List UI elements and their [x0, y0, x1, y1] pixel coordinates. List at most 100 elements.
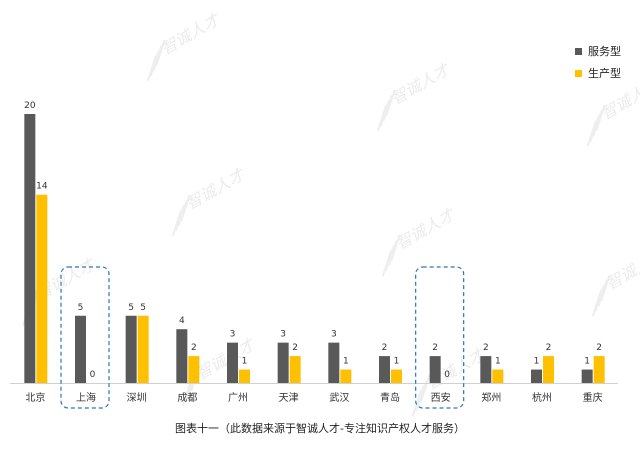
watermark-text: 智诚人才 [388, 59, 455, 108]
category-label: 西安 [431, 391, 451, 404]
bar-service [125, 315, 137, 383]
watermark-stroke [376, 105, 388, 132]
data-label: 0 [90, 370, 96, 380]
watermark-stroke [174, 205, 185, 232]
watermark-stroke [379, 100, 390, 127]
data-label: 5 [78, 303, 84, 313]
highlight-box [415, 266, 465, 409]
watermark-stroke [171, 210, 183, 237]
bar-production [492, 369, 504, 383]
watermark-stroke [597, 280, 608, 307]
category-label: 郑州 [481, 391, 501, 404]
watermark-stroke [385, 89, 396, 117]
data-label: 1 [495, 357, 501, 367]
watermark-stroke [600, 274, 611, 302]
watermark-stroke [146, 55, 158, 82]
watermark-stroke [420, 374, 431, 402]
watermark: 智诚人才 [21, 254, 99, 327]
highlight-box [60, 266, 110, 409]
bar-production [543, 356, 554, 383]
data-label: 1 [242, 357, 248, 367]
category-label: 杭州 [532, 391, 552, 404]
bar-production [340, 369, 352, 383]
watermark: 智诚人才 [411, 344, 489, 417]
data-label: 1 [534, 357, 540, 367]
chart-caption: 图表十一（此数据来源于智诚人才-专注知识产权人才服务） [175, 422, 465, 435]
legend: 服务型 生产型 [575, 40, 621, 84]
watermark: 智诚人才 [146, 9, 225, 82]
bar-service [277, 342, 289, 383]
bar-production [137, 315, 149, 383]
data-label: 1 [584, 357, 590, 367]
category-label: 成都 [177, 392, 197, 404]
watermark-stroke [414, 385, 425, 412]
category-labels-layer: 北京 上海 深圳 成都 广州 天津 武汉 青岛 西安 郑州 杭州 重庆 [25, 391, 602, 404]
bar-service [328, 342, 340, 383]
bar-service [480, 356, 492, 383]
data-label: 2 [546, 343, 552, 353]
category-label: 上海 [76, 391, 96, 404]
watermark: 智诚人才 [591, 244, 640, 317]
watermark: 智诚人才 [171, 164, 249, 237]
watermark-stroke [387, 240, 398, 267]
legend-swatch-production [575, 69, 582, 77]
category-label: 北京 [25, 391, 45, 404]
watermark-stroke [152, 45, 163, 72]
watermark-stroke [181, 380, 193, 407]
data-label: 0 [444, 370, 450, 380]
watermark-stroke [381, 250, 393, 277]
data-label: 2 [483, 343, 489, 353]
bars-layer [24, 114, 605, 383]
bar-service [75, 315, 86, 383]
data-label: 2 [382, 343, 388, 353]
legend-swatch-service [575, 47, 582, 55]
watermark-stroke [384, 245, 395, 272]
watermark-stroke [411, 390, 423, 417]
bar-production [239, 369, 250, 383]
watermark-text: 智诚人才 [158, 9, 225, 58]
bar-service [379, 356, 390, 383]
watermark-text: 智诚人才 [393, 204, 460, 253]
watermark-stroke [592, 110, 603, 137]
watermark-stroke [155, 39, 166, 67]
data-label: 20 [24, 101, 36, 111]
data-label: 3 [230, 330, 236, 340]
legend-item-production: 生产型 [575, 62, 621, 84]
watermark-stroke [586, 120, 598, 147]
watermark-stroke [149, 50, 160, 77]
watermark-stroke [417, 380, 428, 407]
data-label: 1 [394, 357, 400, 367]
legend-label-production: 生产型 [588, 67, 621, 80]
bar-service [531, 369, 542, 383]
watermark-stroke [382, 95, 393, 122]
bar-production [289, 356, 301, 383]
data-label: 14 [36, 182, 48, 192]
watermark: 智诚人才 [586, 74, 640, 147]
bar-service [581, 369, 593, 383]
watermark-text: 智诚人才 [603, 244, 640, 293]
data-label: 2 [292, 343, 298, 353]
data-label: 1 [343, 357, 349, 367]
bar-service [24, 114, 36, 383]
category-label: 重庆 [583, 391, 603, 404]
watermark-stroke [589, 115, 600, 142]
bar-production [188, 356, 200, 383]
watermark-stroke [594, 285, 605, 312]
data-label: 2 [432, 343, 438, 353]
category-label: 武汉 [329, 391, 349, 404]
legend-label-service: 服务型 [588, 45, 621, 58]
bar-production [36, 194, 48, 383]
data-label: 5 [140, 303, 146, 313]
data-label: 5 [128, 303, 134, 313]
category-label: 天津 [279, 392, 299, 404]
bar-service [227, 342, 238, 383]
data-label: 3 [331, 330, 337, 340]
data-label: 3 [280, 330, 286, 340]
category-label: 广州 [228, 392, 248, 404]
watermark-stroke [390, 234, 401, 262]
watermark-stroke [180, 194, 191, 222]
watermark-stroke [595, 104, 606, 132]
watermark-stroke [177, 200, 188, 227]
